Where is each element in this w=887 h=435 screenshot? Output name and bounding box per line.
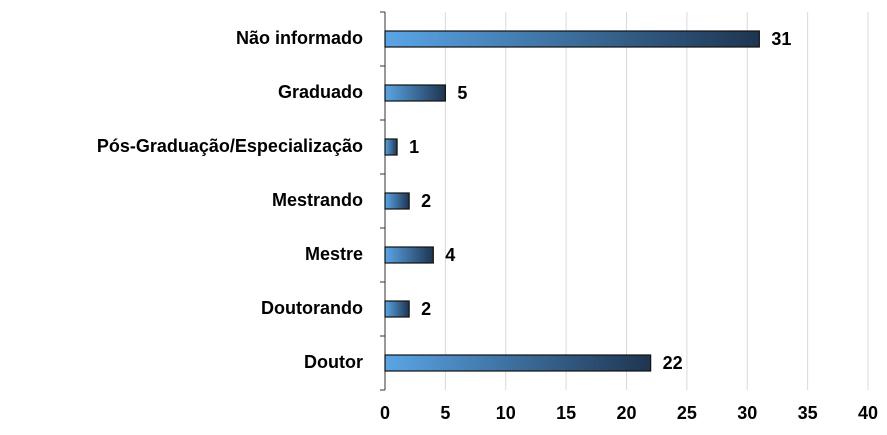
x-tick-label: 40 bbox=[858, 403, 878, 423]
y-tick-label: Pós-Graduação/Especialização bbox=[97, 136, 363, 156]
bar bbox=[384, 354, 652, 372]
x-tick-label: 10 bbox=[496, 403, 516, 423]
x-tick-label: 25 bbox=[677, 403, 697, 423]
bar bbox=[384, 84, 446, 102]
x-tick-label: 35 bbox=[798, 403, 818, 423]
bar bbox=[384, 138, 398, 156]
data-label: 2 bbox=[421, 299, 431, 319]
bar bbox=[384, 30, 760, 48]
data-label: 5 bbox=[457, 83, 467, 103]
y-tick-label: Não informado bbox=[236, 28, 363, 48]
y-tick-label: Doutor bbox=[304, 352, 363, 372]
y-tick-label: Mestrando bbox=[272, 190, 363, 210]
x-tick-label: 20 bbox=[616, 403, 636, 423]
bar bbox=[384, 300, 410, 318]
bar bbox=[384, 192, 410, 210]
x-tick-label: 15 bbox=[556, 403, 576, 423]
y-tick-label: Graduado bbox=[278, 82, 363, 102]
data-label: 31 bbox=[771, 29, 791, 49]
data-label: 4 bbox=[445, 245, 455, 265]
x-tick-label: 5 bbox=[440, 403, 450, 423]
x-tick-label: 30 bbox=[737, 403, 757, 423]
y-tick-label: Mestre bbox=[305, 244, 363, 264]
x-tick-label: 0 bbox=[380, 403, 390, 423]
bar bbox=[384, 246, 434, 264]
data-label: 22 bbox=[663, 353, 683, 373]
y-tick-label: Doutorando bbox=[261, 298, 363, 318]
data-label: 2 bbox=[421, 191, 431, 211]
data-label: 1 bbox=[409, 137, 419, 157]
